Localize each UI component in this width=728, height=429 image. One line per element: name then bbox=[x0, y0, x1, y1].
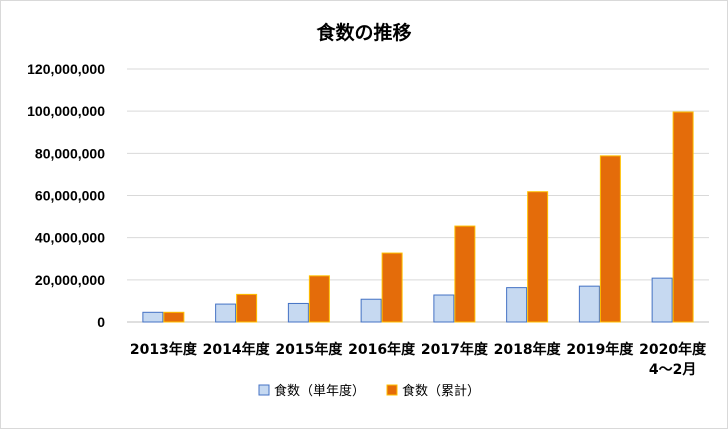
x-tick-label: 4～2月 bbox=[649, 362, 696, 378]
chart-title: 食数の推移 bbox=[316, 21, 411, 44]
y-tick-label: 100,000,000 bbox=[27, 103, 105, 119]
x-tick-label: 2019年度 bbox=[566, 341, 634, 358]
y-tick-label: 0 bbox=[97, 314, 105, 330]
bar-cumulative bbox=[672, 111, 694, 323]
bar-single-year bbox=[142, 311, 164, 323]
x-tick-label: 2013年度 bbox=[130, 341, 198, 358]
x-tick-label: 2014年度 bbox=[203, 341, 271, 358]
bar-single-year bbox=[578, 285, 600, 323]
x-tick-label: 2016年度 bbox=[348, 341, 416, 358]
legend-swatch bbox=[386, 384, 398, 396]
bar-cumulative bbox=[236, 293, 258, 323]
y-axis-ticks: 0 20,000,000 40,000,000 60,000,000 80,000,00… bbox=[27, 61, 105, 330]
bars bbox=[142, 111, 694, 323]
legend: 食数（単年度） 食数（累計） bbox=[258, 383, 480, 399]
y-tick-label: 20,000,000 bbox=[35, 272, 105, 288]
y-tick-label: 40,000,000 bbox=[35, 230, 105, 246]
y-tick-label: 120,000,000 bbox=[27, 61, 105, 77]
bar-cumulative bbox=[381, 252, 403, 323]
x-tick-label: 2018年度 bbox=[494, 341, 562, 358]
bar-cumulative bbox=[454, 225, 476, 323]
gridlines bbox=[127, 68, 709, 323]
legend-label: 食数（単年度） bbox=[274, 383, 365, 399]
bar-cumulative bbox=[163, 311, 185, 323]
bar-single-year bbox=[651, 277, 673, 323]
bar-single-year bbox=[287, 302, 309, 323]
bar-single-year bbox=[506, 287, 528, 323]
legend-swatch bbox=[258, 384, 270, 396]
y-tick-label: 80,000,000 bbox=[35, 145, 105, 161]
legend-label: 食数（累計） bbox=[402, 383, 480, 399]
x-tick-label: 2020年度 bbox=[639, 341, 707, 358]
x-tick-label: 2015年度 bbox=[275, 341, 343, 358]
y-tick-label: 60,000,000 bbox=[35, 188, 105, 204]
bar-single-year bbox=[433, 294, 455, 323]
bar-single-year bbox=[215, 303, 237, 323]
bar-cumulative bbox=[599, 155, 621, 323]
x-tick-label: 2017年度 bbox=[421, 341, 489, 358]
bar-cumulative bbox=[308, 275, 330, 323]
x-axis-ticks: 2013年度 2014年度 2015年度 2016年度 2017年度 2018年度 2019… bbox=[130, 341, 707, 378]
bar-cumulative bbox=[527, 191, 549, 323]
bar-single-year bbox=[360, 298, 382, 323]
